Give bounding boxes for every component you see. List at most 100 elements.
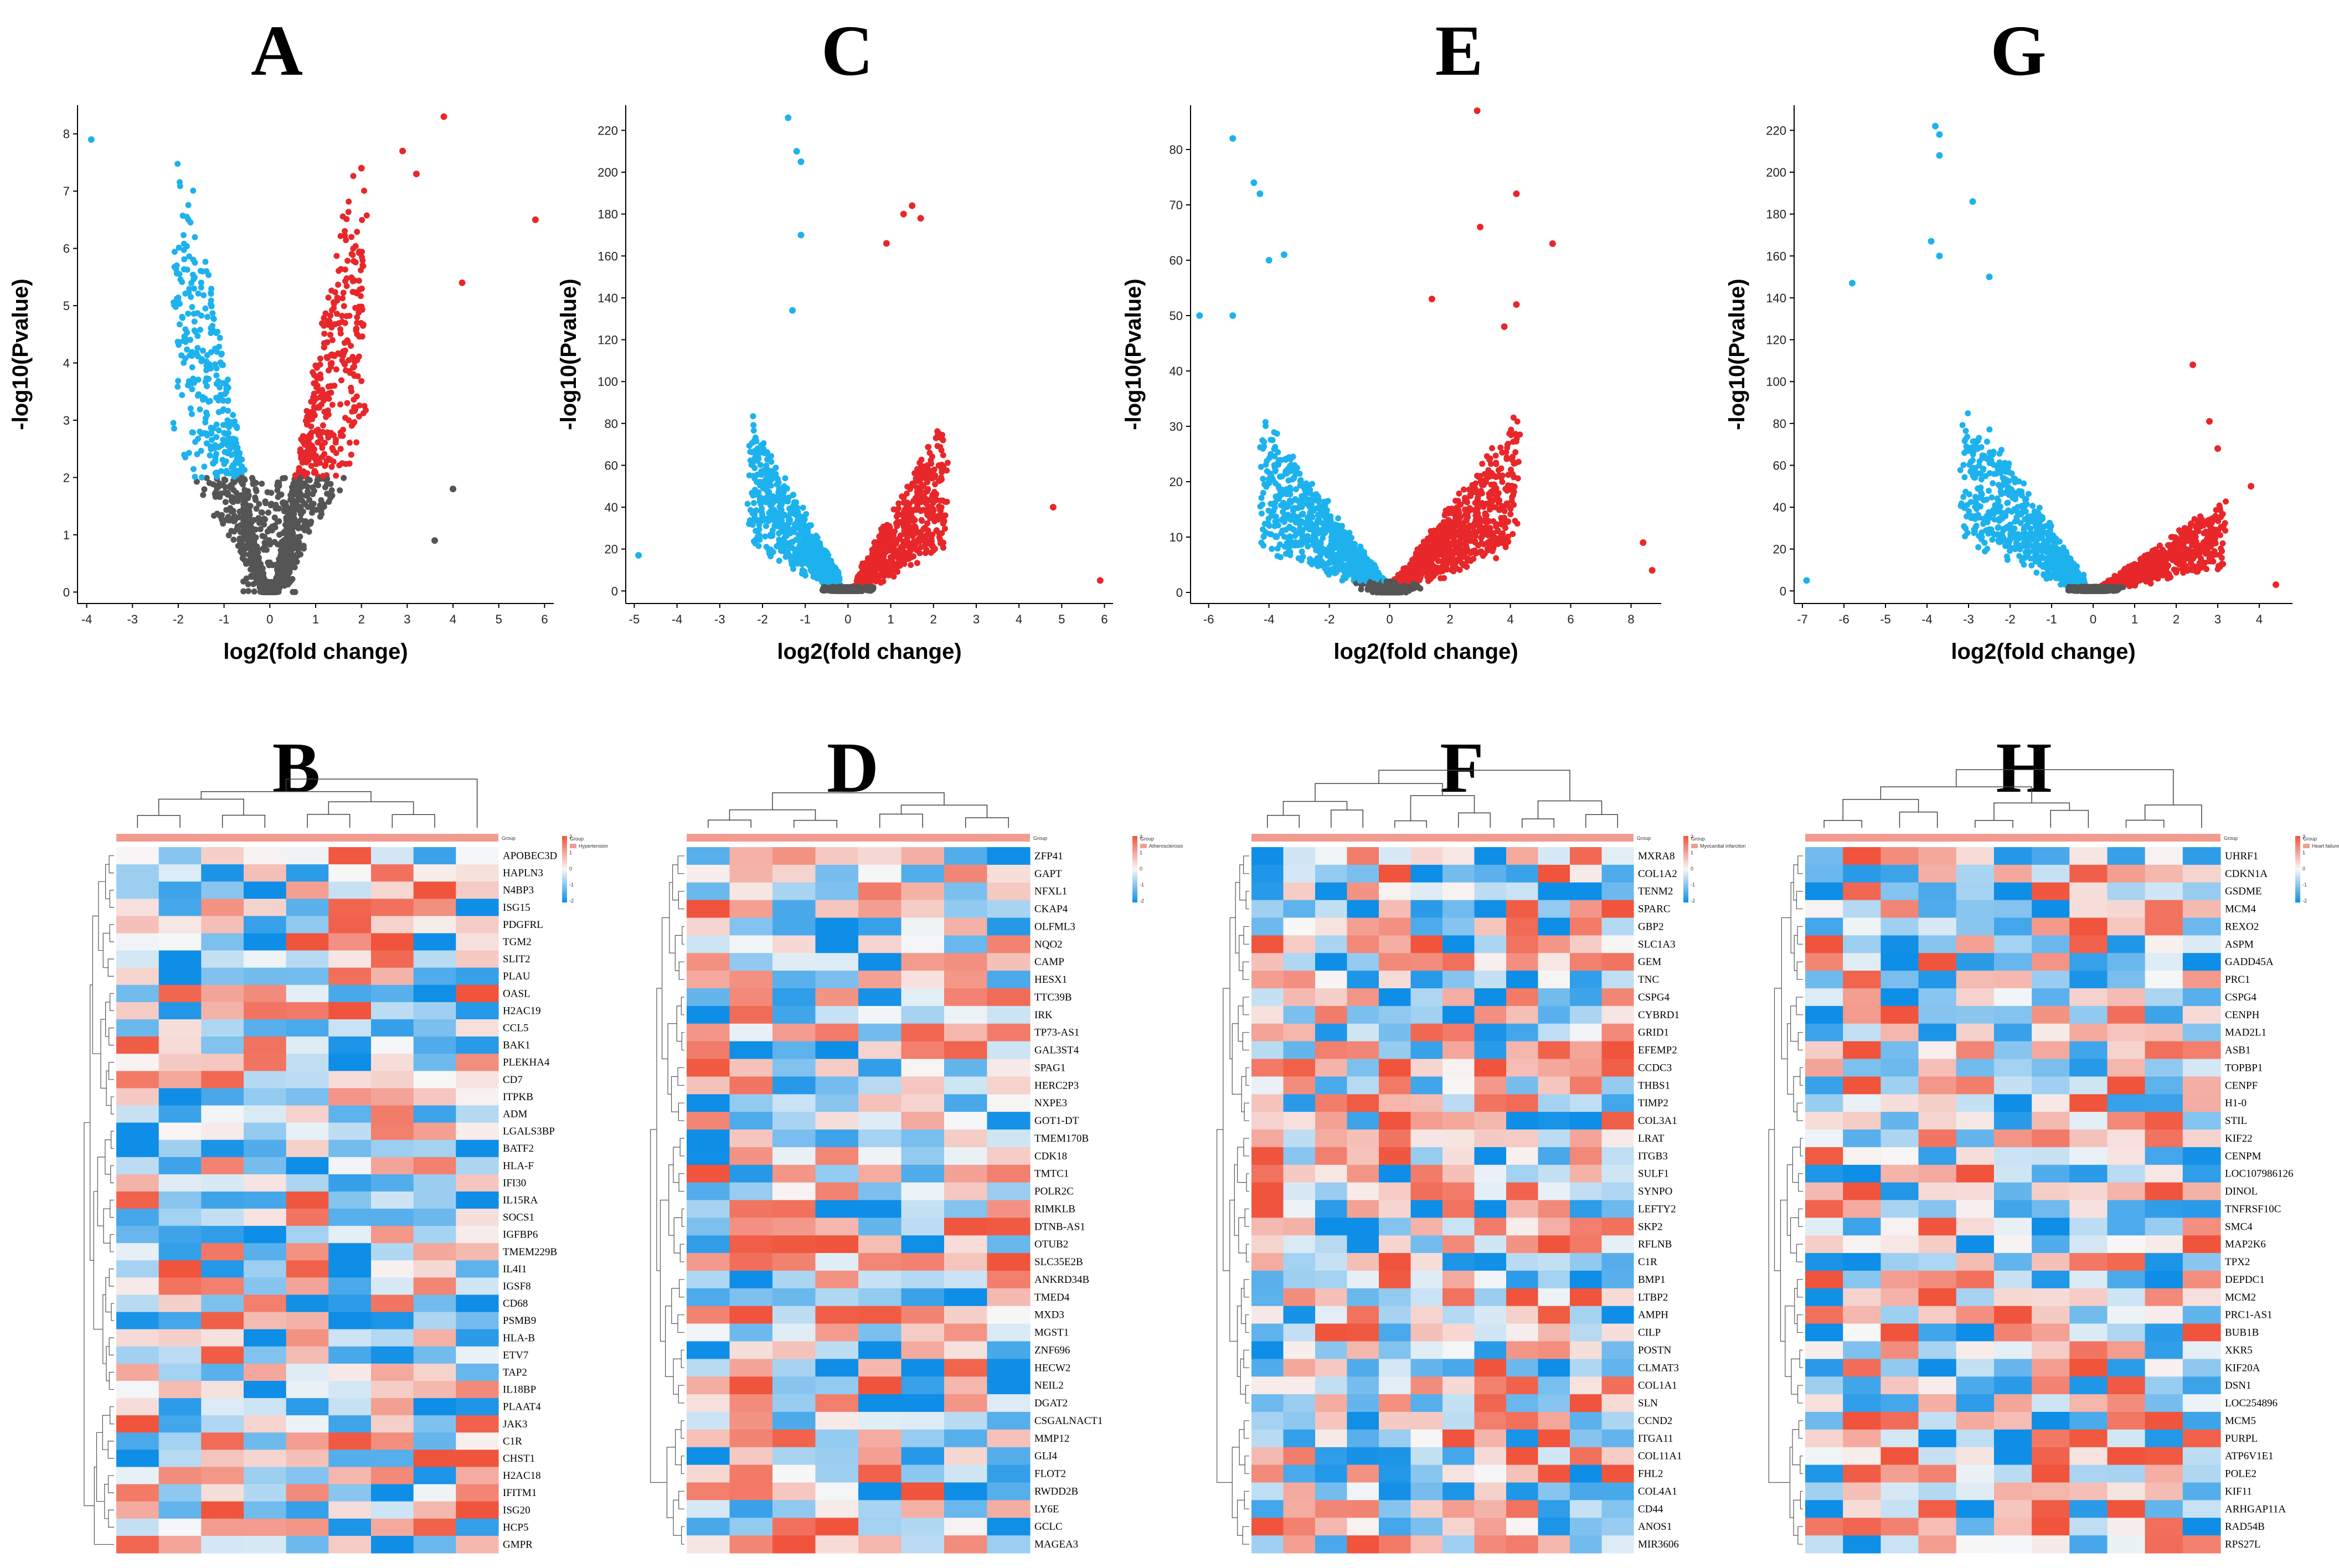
data-point — [300, 468, 307, 474]
data-point — [251, 588, 257, 595]
data-point — [880, 555, 887, 561]
data-point — [219, 517, 225, 524]
data-point — [178, 352, 185, 359]
x-tick-label: 2 — [1446, 612, 1453, 626]
data-point — [202, 259, 209, 265]
data-point — [175, 378, 182, 384]
highlight-point — [797, 231, 805, 239]
data-point — [197, 406, 203, 412]
data-point — [182, 326, 189, 333]
x-tick-label: -6 — [1203, 612, 1214, 626]
data-point — [207, 398, 213, 404]
y-tick-label: 140 — [597, 291, 618, 305]
x-tick-label: 4 — [1507, 612, 1513, 626]
y-tick-label: 60 — [1170, 254, 1183, 267]
highlight-point — [789, 307, 796, 314]
data-point — [811, 569, 817, 576]
highlight-point — [900, 210, 907, 218]
data-point — [308, 453, 315, 460]
data-point — [782, 554, 789, 560]
data-point — [328, 324, 335, 331]
data-point — [293, 518, 300, 525]
data-point — [184, 346, 190, 353]
x-tick-label: 5 — [1058, 612, 1065, 626]
data-point — [801, 516, 808, 523]
data-point — [1483, 476, 1490, 483]
data-point — [356, 277, 362, 284]
data-point — [358, 320, 364, 326]
data-point — [331, 432, 337, 439]
data-point — [1274, 545, 1281, 552]
y-tick-label: 80 — [1170, 143, 1183, 157]
data-point — [326, 367, 332, 374]
data-point — [1491, 489, 1498, 496]
data-point — [185, 311, 192, 317]
y-tick-label: 2 — [63, 471, 70, 484]
data-points — [635, 114, 1104, 594]
data-point — [1298, 557, 1305, 564]
data-point — [223, 507, 230, 513]
data-point — [351, 408, 357, 414]
y-tick-label: 100 — [597, 375, 618, 389]
data-point — [348, 251, 355, 257]
data-point — [234, 424, 240, 430]
data-point — [240, 505, 247, 512]
data-point — [916, 494, 923, 500]
data-point — [198, 447, 204, 454]
y-tick-label: 1 — [63, 528, 70, 542]
data-point — [282, 500, 289, 507]
data-point — [348, 384, 354, 391]
data-point — [319, 454, 326, 461]
data-point — [191, 285, 198, 292]
data-point — [308, 463, 315, 469]
data-point — [1508, 426, 1514, 433]
data-point — [774, 475, 780, 482]
data-point — [350, 173, 357, 179]
data-point — [228, 452, 235, 458]
data-point — [795, 537, 801, 543]
data-point — [815, 541, 822, 548]
data-point — [341, 303, 347, 310]
data-point — [230, 412, 236, 418]
y-tick-label: 0 — [1176, 586, 1183, 600]
data-point — [317, 513, 323, 520]
data-point — [894, 551, 900, 558]
data-point — [755, 450, 761, 456]
data-point — [215, 397, 222, 404]
data-point — [1286, 533, 1293, 540]
data-point — [910, 544, 917, 551]
data-point — [322, 440, 328, 446]
data-point — [790, 525, 797, 532]
data-point — [239, 555, 246, 561]
data-point — [918, 517, 925, 523]
data-point — [230, 537, 237, 543]
data-point — [271, 514, 278, 521]
data-point — [324, 491, 331, 497]
data-point — [225, 408, 231, 414]
data-point — [750, 422, 757, 429]
data-point — [198, 280, 204, 286]
data-point — [905, 540, 911, 546]
data-point — [269, 527, 275, 534]
data-point — [245, 588, 251, 594]
data-point — [361, 188, 368, 194]
data-point — [206, 361, 213, 368]
data-point — [262, 500, 269, 507]
data-point — [281, 577, 288, 584]
data-point — [919, 468, 925, 474]
data-point — [935, 431, 941, 437]
data-point — [305, 476, 311, 482]
data-point — [186, 253, 193, 260]
data-point — [225, 376, 231, 383]
data-point — [195, 290, 202, 297]
data-point — [222, 484, 229, 491]
y-tick-label: 200 — [597, 166, 618, 179]
data-point — [199, 347, 206, 354]
data-point — [261, 521, 267, 528]
data-point — [181, 266, 187, 272]
data-point — [301, 527, 308, 533]
data-point — [202, 379, 209, 385]
y-tick-label: 70 — [1170, 198, 1183, 212]
